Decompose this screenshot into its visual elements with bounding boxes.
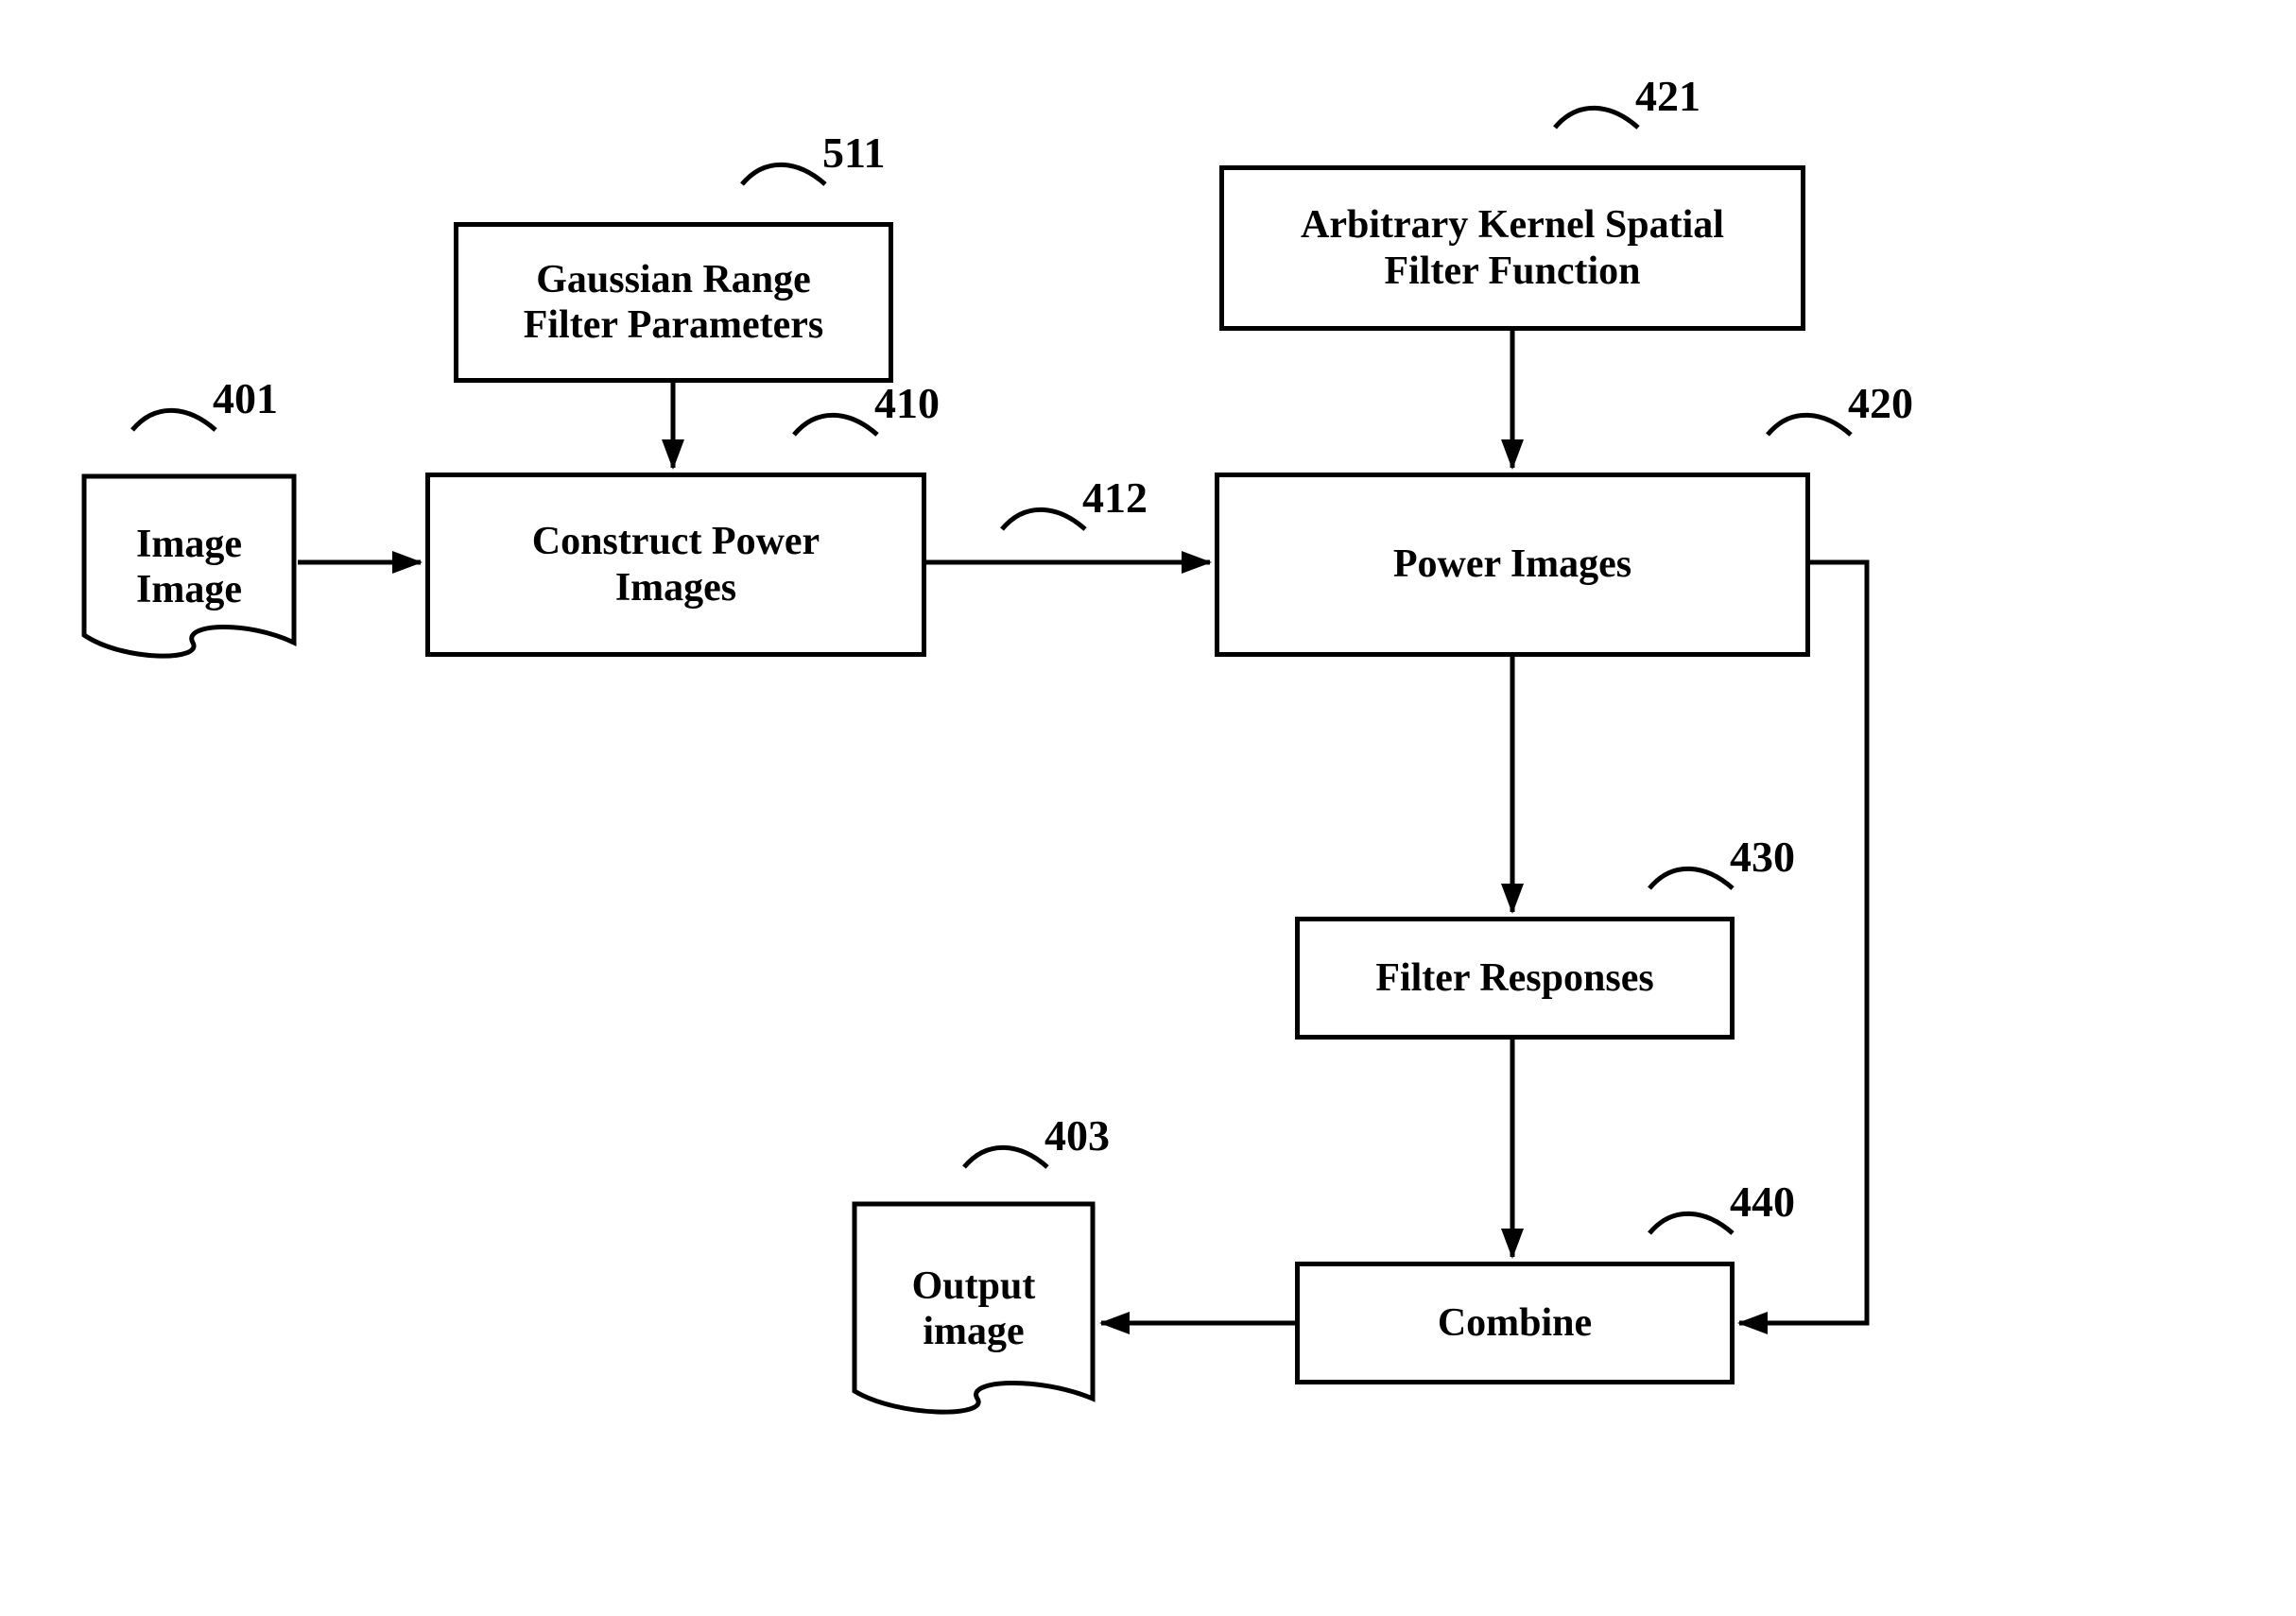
ref-label-420: 420	[1848, 378, 1913, 428]
node-power_images: Power Images	[1215, 473, 1810, 657]
node-input_image: ImageImage	[80, 473, 298, 662]
leader-input_image	[132, 410, 216, 430]
node-text: Arbitrary Kernel SpatialFilter Function	[1301, 202, 1724, 294]
node-filter_responses: Filter Responses	[1295, 917, 1735, 1040]
node-arbitrary_kernel: Arbitrary Kernel SpatialFilter Function	[1219, 165, 1805, 331]
node-text: Construct PowerImages	[532, 519, 820, 610]
node-construct_power: Construct PowerImages	[425, 473, 926, 657]
node-combine: Combine	[1295, 1262, 1735, 1384]
leader-construct_power	[794, 415, 877, 435]
node-text: Gaussian RangeFilter Parameters	[524, 257, 824, 349]
leader-filter_responses	[1649, 868, 1733, 888]
node-text: Filter Responses	[1375, 955, 1653, 1001]
leader-edge_label_412	[1002, 509, 1085, 529]
leader-arbitrary_kernel	[1555, 108, 1638, 128]
leader-power_images	[1768, 415, 1851, 435]
node-text: Outputimage	[912, 1264, 1036, 1355]
node-text: Power Images	[1393, 542, 1631, 587]
ref-label-421: 421	[1635, 71, 1700, 121]
node-text: Combine	[1438, 1300, 1592, 1346]
connectors-layer	[0, 0, 2296, 1616]
node-output_image: Outputimage	[851, 1200, 1096, 1418]
node-gaussian_params: Gaussian RangeFilter Parameters	[454, 222, 893, 383]
ref-label-410: 410	[874, 378, 940, 428]
ref-label-430: 430	[1730, 832, 1795, 882]
leader-combine	[1649, 1213, 1733, 1233]
leader-gaussian_params	[742, 164, 825, 184]
ref-label-412: 412	[1082, 473, 1148, 523]
ref-label-511: 511	[822, 128, 885, 178]
ref-label-401: 401	[213, 373, 278, 423]
leader-output_image	[964, 1147, 1047, 1167]
node-text: ImageImage	[136, 522, 242, 613]
flowchart-canvas: ImageImage 401 Gaussian RangeFilter Parame…	[0, 0, 2296, 1616]
ref-label-440: 440	[1730, 1177, 1795, 1227]
ref-label-403: 403	[1044, 1110, 1110, 1160]
